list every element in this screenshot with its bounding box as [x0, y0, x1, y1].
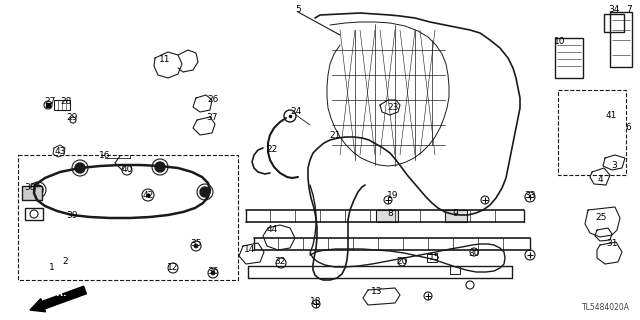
Bar — [18, 155, 238, 280]
Bar — [445, 210, 467, 222]
Text: 8: 8 — [387, 209, 393, 218]
Text: 24: 24 — [291, 108, 301, 116]
Text: 15: 15 — [429, 253, 441, 262]
Text: 32: 32 — [275, 258, 285, 267]
Text: 31: 31 — [606, 239, 618, 249]
Text: 33: 33 — [524, 190, 536, 199]
Text: 23: 23 — [387, 103, 399, 113]
Text: 27: 27 — [44, 98, 56, 107]
Text: 28: 28 — [60, 98, 72, 107]
Text: 1: 1 — [49, 263, 55, 273]
Text: 7: 7 — [626, 5, 632, 14]
Bar — [54, 100, 70, 110]
Bar — [22, 186, 42, 200]
Text: 39: 39 — [67, 211, 77, 220]
Text: 5: 5 — [295, 5, 301, 14]
Bar — [610, 12, 632, 67]
Text: 30: 30 — [468, 249, 480, 258]
Text: 43: 43 — [54, 148, 66, 156]
Text: 29: 29 — [67, 114, 77, 123]
Text: 26: 26 — [207, 94, 219, 103]
Text: 25: 25 — [595, 213, 607, 222]
Text: 2: 2 — [62, 258, 68, 267]
Text: 21: 21 — [330, 132, 340, 140]
Text: 37: 37 — [206, 114, 218, 123]
Text: 3: 3 — [611, 161, 617, 170]
Text: 10: 10 — [554, 37, 566, 46]
Circle shape — [33, 185, 43, 195]
Text: 41: 41 — [605, 110, 617, 119]
Text: 42: 42 — [142, 190, 154, 199]
Text: 34: 34 — [608, 5, 620, 14]
Text: 13: 13 — [371, 286, 383, 295]
Bar — [376, 210, 398, 222]
Bar — [558, 90, 626, 175]
Text: 14: 14 — [244, 245, 256, 254]
Text: 44: 44 — [266, 226, 278, 235]
Text: 18: 18 — [310, 298, 322, 307]
Text: FR.: FR. — [50, 289, 67, 298]
Circle shape — [75, 163, 85, 173]
Text: 35: 35 — [190, 238, 202, 247]
Circle shape — [194, 244, 198, 248]
Circle shape — [200, 187, 210, 197]
Bar — [555, 38, 583, 78]
Text: 38: 38 — [24, 183, 36, 193]
Circle shape — [155, 162, 165, 172]
Text: 36: 36 — [207, 268, 219, 276]
Text: 4: 4 — [597, 175, 603, 185]
FancyArrow shape — [30, 286, 86, 312]
Bar — [604, 14, 624, 32]
Text: TL5484020A: TL5484020A — [582, 303, 630, 312]
Text: 19: 19 — [387, 191, 399, 201]
Circle shape — [211, 271, 215, 275]
Text: 6: 6 — [625, 124, 631, 132]
Bar — [25, 208, 43, 220]
Text: 40: 40 — [122, 165, 132, 174]
Text: 12: 12 — [167, 262, 179, 271]
Text: 9: 9 — [452, 209, 458, 218]
Text: 11: 11 — [159, 55, 171, 65]
Text: 20: 20 — [396, 258, 408, 267]
Text: 22: 22 — [266, 146, 278, 155]
Text: 16: 16 — [99, 150, 111, 159]
